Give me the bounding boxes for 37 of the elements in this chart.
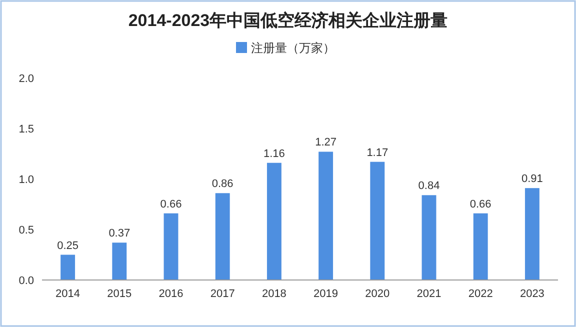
data-label: 0.86 xyxy=(212,178,234,190)
y-tick-label: 1.0 xyxy=(18,174,34,186)
data-label: 1.17 xyxy=(366,146,388,159)
bar xyxy=(524,188,540,280)
x-tick-label: 2016 xyxy=(158,288,184,300)
bar xyxy=(370,162,385,280)
data-label: 0.37 xyxy=(108,228,130,240)
x-tick-label: 2022 xyxy=(468,288,493,300)
x-tick-label: 2017 xyxy=(210,288,235,300)
x-tick-label: 2018 xyxy=(262,288,286,300)
bar xyxy=(112,242,127,280)
bar xyxy=(473,213,488,280)
data-label: 0.91 xyxy=(521,173,543,186)
x-tick-label: 2021 xyxy=(416,288,442,300)
y-tick-label: 1.5 xyxy=(18,124,34,136)
data-label: 0.84 xyxy=(418,180,440,192)
y-tick-label: 2.0 xyxy=(18,73,34,85)
x-tick-label: 2015 xyxy=(107,288,132,300)
data-label: 0.66 xyxy=(470,198,492,210)
data-label: 1.27 xyxy=(315,136,337,149)
y-tick-label: 0.0 xyxy=(18,275,34,287)
data-label: 0.66 xyxy=(160,198,182,210)
bar xyxy=(215,193,230,280)
x-tick-label: 2019 xyxy=(314,288,338,300)
bar xyxy=(318,152,334,280)
bar xyxy=(60,254,76,280)
x-tick-label: 2014 xyxy=(56,288,80,300)
legend-label: 注册量（万家） xyxy=(251,41,335,55)
y-tick-label: 0.5 xyxy=(18,224,34,236)
bar xyxy=(266,162,282,280)
x-tick-label: 2020 xyxy=(365,288,390,300)
data-label: 1.16 xyxy=(263,148,285,160)
bar xyxy=(164,213,178,280)
data-label: 0.25 xyxy=(57,240,79,252)
chart-title: 2014-2023年中国低空经济相关企业注册量 xyxy=(128,11,448,30)
bar xyxy=(422,195,436,280)
x-tick-label: 2023 xyxy=(520,288,544,300)
